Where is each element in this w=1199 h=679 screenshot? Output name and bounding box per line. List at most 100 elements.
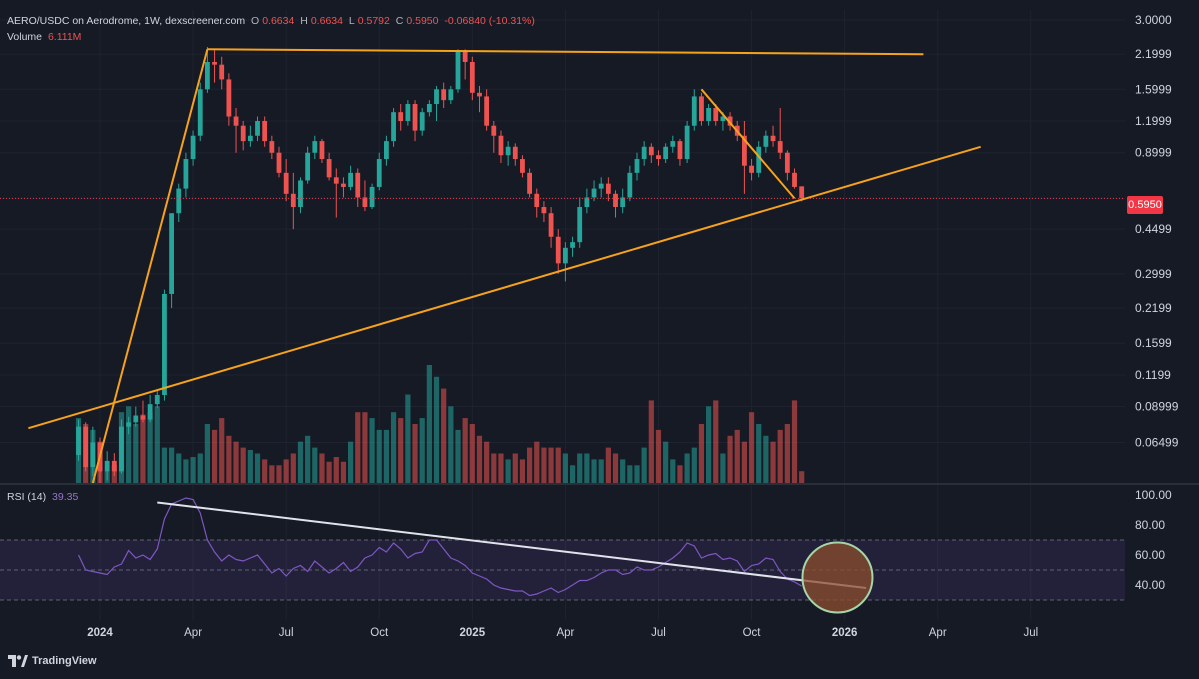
volume-bar	[777, 429, 783, 483]
price-tick-label: 0.2199	[1135, 301, 1172, 315]
grid	[0, 10, 1199, 620]
candle-body	[190, 135, 196, 160]
volume-bar	[226, 435, 232, 483]
trendline	[207, 48, 924, 56]
open-value: 0.6634	[262, 15, 295, 27]
volume-bar	[211, 429, 218, 483]
candle-body	[670, 141, 676, 147]
volume-bar	[548, 447, 554, 483]
volume-bar	[491, 453, 497, 483]
volume-bar	[698, 424, 705, 483]
high-value: 0.6634	[310, 15, 343, 27]
brand-label: TradingView	[32, 655, 97, 667]
candle-body	[563, 247, 568, 264]
rsi-value: 39.35	[52, 491, 79, 503]
volume-bar	[770, 441, 776, 483]
volume-bar	[469, 424, 475, 483]
symbol-title[interactable]: AERO/USDC on Aerodrome, 1W, dexscreener.…	[7, 15, 246, 27]
candle-body	[777, 141, 783, 153]
volume-bar	[319, 453, 325, 483]
volume-bar	[498, 453, 504, 483]
candle-body	[376, 159, 382, 187]
volume-bar	[412, 424, 418, 483]
volume-bar	[555, 447, 561, 483]
candle-body	[369, 186, 375, 208]
candle-body	[391, 112, 396, 142]
last-price-tag: 0.5950	[1127, 196, 1163, 214]
time-tick-label: Oct	[743, 627, 762, 639]
volume-bar	[197, 453, 203, 483]
volume-bar	[505, 459, 511, 483]
volume-bar	[455, 429, 461, 483]
volume-bar	[799, 471, 805, 483]
axis-labels: 3.0000 2.1999 1.5999 1.1999 0.8999 0.4499 0.29…	[87, 13, 1179, 639]
candle-body	[197, 89, 203, 136]
trendline	[28, 145, 981, 430]
candle-body	[577, 207, 583, 243]
candle-body	[341, 183, 346, 187]
volume-bar	[254, 453, 261, 483]
candle-body	[90, 442, 96, 468]
candle-body	[505, 146, 511, 156]
candle-body	[534, 193, 540, 208]
volume-bar	[190, 457, 196, 483]
candle-body	[462, 51, 468, 62]
volume-bar	[398, 418, 404, 483]
volume-bar	[577, 453, 583, 483]
rsi-trendline	[157, 501, 867, 589]
volume-bar	[584, 453, 590, 483]
candle-body	[598, 183, 604, 189]
candle-body	[477, 92, 482, 97]
rsi-label[interactable]: RSI (14)	[7, 491, 47, 503]
price-tick-label: 0.1599	[1135, 336, 1172, 350]
rsi-bands	[0, 539, 1125, 601]
candle-body	[756, 146, 762, 173]
candle-body	[262, 121, 268, 142]
candle-body	[405, 104, 411, 122]
volume-bar	[591, 459, 597, 483]
candle-body	[298, 180, 303, 208]
candlesticks	[76, 46, 805, 483]
candle-body	[233, 116, 239, 126]
candle-body	[290, 193, 296, 208]
volume-bar	[426, 365, 432, 483]
volume-bar	[133, 424, 139, 483]
candle-body	[641, 146, 647, 160]
candle-body	[104, 460, 110, 472]
time-tick-label: 2024	[87, 627, 113, 639]
candle-body	[770, 135, 776, 142]
low-label: L	[348, 15, 355, 27]
price-tick-label: 1.1999	[1135, 114, 1172, 128]
volume-bar	[512, 453, 518, 483]
candle-body	[183, 159, 189, 189]
candle-body	[133, 415, 139, 423]
candle-body	[441, 89, 447, 101]
volume-bar	[448, 406, 454, 483]
volume-bar	[763, 435, 769, 483]
candle-body	[548, 213, 554, 237]
tradingview-brand[interactable]: TradingView	[8, 655, 97, 667]
candle-body	[140, 415, 146, 420]
volume-bar	[362, 412, 368, 483]
time-tick-label: Jul	[651, 627, 666, 639]
time-tick-label: Apr	[929, 627, 947, 639]
volume-bar	[741, 441, 747, 483]
volume-bar	[262, 459, 268, 483]
candle-body	[656, 155, 661, 160]
time-tick-label: 2025	[460, 627, 486, 639]
volume-label[interactable]: Volume	[7, 31, 43, 43]
volume-bar	[176, 453, 182, 483]
volume-bar	[433, 376, 440, 483]
volume-bar	[734, 429, 740, 483]
tradingview-logo-icon	[8, 655, 28, 667]
volume-bar	[419, 418, 425, 483]
candle-body	[126, 422, 132, 427]
candle-body	[226, 79, 232, 117]
main-legend: AERO/USDC on Aerodrome, 1W, dexscreener.…	[7, 15, 538, 27]
candle-body	[541, 207, 547, 214]
volume-bar	[684, 453, 690, 483]
candle-body	[83, 426, 89, 468]
candle-body	[749, 165, 754, 173]
volume-bar	[355, 412, 361, 483]
